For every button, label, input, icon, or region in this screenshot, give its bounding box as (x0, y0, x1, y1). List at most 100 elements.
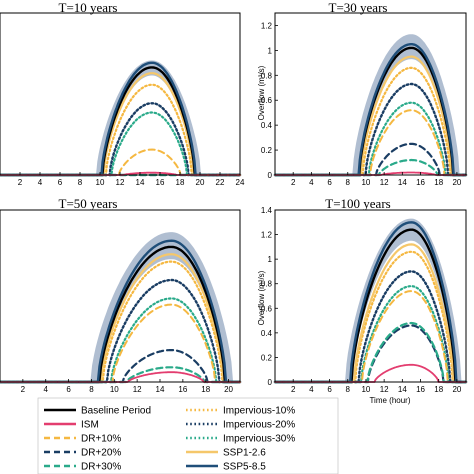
y-tick-label: 0.4 (261, 121, 273, 130)
series-line (273, 243, 468, 384)
legend-label: Impervious-10% (223, 406, 295, 417)
y-tick-label: 0.6 (261, 304, 273, 313)
series-line (0, 245, 242, 384)
chart-panel: 2 4 6 8 10 12 14 16 18 20 22 24 (0, 12, 245, 187)
series-line (0, 83, 242, 177)
series-line (273, 158, 468, 177)
y-tick-label: 0.4 (261, 329, 273, 338)
panel-title: T=30 years (329, 0, 388, 15)
series-line (274, 363, 467, 383)
series-line (273, 270, 468, 384)
series-line (0, 366, 242, 384)
series-line (0, 171, 241, 176)
series-line (0, 61, 242, 177)
x-tick-label: 10 (361, 385, 370, 394)
series-line (273, 221, 468, 384)
y-tick-label: 0.2 (261, 146, 273, 155)
series-line (0, 278, 242, 384)
panel-title: T=50 years (59, 196, 118, 211)
x-tick-label: 8 (346, 385, 351, 394)
x-tick-label: 6 (327, 178, 332, 187)
x-tick-label: 6 (58, 178, 63, 187)
series-line (274, 290, 467, 383)
plot-frame (274, 209, 467, 383)
x-tick-label: 14 (136, 178, 145, 187)
chart-panel: 2 4 6 8 10 12 14 16 18 20 (0, 209, 242, 394)
x-tick-label: 16 (156, 178, 165, 187)
series-line (273, 142, 468, 177)
series-line (0, 239, 242, 384)
series-line (273, 66, 468, 177)
legend: Baseline Period Impervious-10% ISM Impervio… (37, 397, 339, 474)
chart-panel: 2 4 6 8 10 12 14 16 18 20 0 0.2 0.4 0.6 0.8 1 1.2 (261, 12, 468, 187)
series-line (0, 253, 242, 384)
x-tick-label: 18 (176, 178, 185, 187)
legend-label: Baseline Period (81, 406, 151, 417)
x-tick-label: 14 (156, 385, 165, 394)
series-line (273, 250, 468, 384)
series-line (273, 101, 468, 177)
legend-box (37, 397, 339, 474)
y-tick-label: 0.8 (261, 280, 273, 289)
x-tick-label: 20 (196, 178, 205, 187)
y-tick-label: 0.8 (261, 71, 273, 80)
x-tick-label: 24 (236, 178, 245, 187)
y-axis-label: Overflow (m³/s) (257, 270, 266, 325)
x-tick-label: 4 (43, 385, 48, 394)
legend-label: SSP1-2.6 (223, 448, 266, 459)
x-tick-label: 10 (361, 178, 370, 187)
series-line (0, 102, 242, 177)
uncertainty-band (90, 232, 234, 382)
series-line (273, 228, 468, 384)
x-tick-label: 10 (96, 178, 105, 187)
series-line (274, 109, 467, 176)
y-axis-label: Overflow (m³/s) (257, 65, 266, 120)
plot-frame (274, 12, 467, 176)
x-tick-label: 4 (309, 385, 314, 394)
x-tick-label: 16 (178, 385, 187, 394)
legend-label: ISM (81, 420, 99, 431)
plot-frame (0, 209, 241, 383)
x-tick-label: 2 (18, 178, 23, 187)
x-tick-label: 2 (21, 385, 26, 394)
legend-label: SSP5-8.5 (223, 462, 266, 473)
series-line (273, 321, 468, 384)
x-tick-label: 8 (78, 178, 83, 187)
y-tick-label: 1.2 (261, 231, 273, 240)
x-tick-label: 20 (452, 385, 461, 394)
x-tick-label: 8 (346, 178, 351, 187)
x-tick-label: 20 (224, 385, 233, 394)
x-tick-label: 18 (201, 385, 210, 394)
x-tick-label: 16 (416, 385, 425, 394)
y-tick-label: 0 (268, 171, 273, 180)
series-line (0, 148, 241, 176)
x-tick-label: 6 (66, 385, 71, 394)
x-tick-label: 2 (291, 385, 296, 394)
y-tick-label: 1.2 (261, 21, 273, 30)
series-line (273, 82, 468, 177)
series-line (274, 171, 467, 176)
y-tick-label: 0 (268, 378, 273, 387)
x-tick-label: 4 (38, 178, 43, 187)
x-tick-label: 16 (416, 178, 425, 187)
x-tick-label: 12 (133, 385, 142, 394)
x-tick-label: 10 (110, 385, 119, 394)
x-axis-label: Time (hour) (369, 396, 410, 405)
series-line (0, 371, 241, 383)
x-tick-label: 14 (398, 178, 407, 187)
x-tick-label: 14 (398, 385, 407, 394)
series-line (273, 43, 468, 177)
y-tick-label: 1 (268, 46, 273, 55)
legend-label: DR+30% (81, 462, 121, 473)
series-line (0, 260, 242, 384)
chart-panel: 2 4 6 8 10 12 14 16 18 20 0 0.2 0.4 0.6 0.8 1 1.2 1.4 (261, 206, 468, 394)
x-tick-label: 4 (309, 178, 314, 187)
panel-title: T=10 years (59, 0, 118, 15)
legend-label: Impervious-30% (223, 434, 295, 445)
series-line (0, 297, 242, 384)
series-line (273, 285, 468, 384)
y-tick-label: 0.2 (261, 353, 273, 362)
panel-title: T=100 years (325, 196, 390, 211)
x-tick-label: 2 (291, 178, 296, 187)
